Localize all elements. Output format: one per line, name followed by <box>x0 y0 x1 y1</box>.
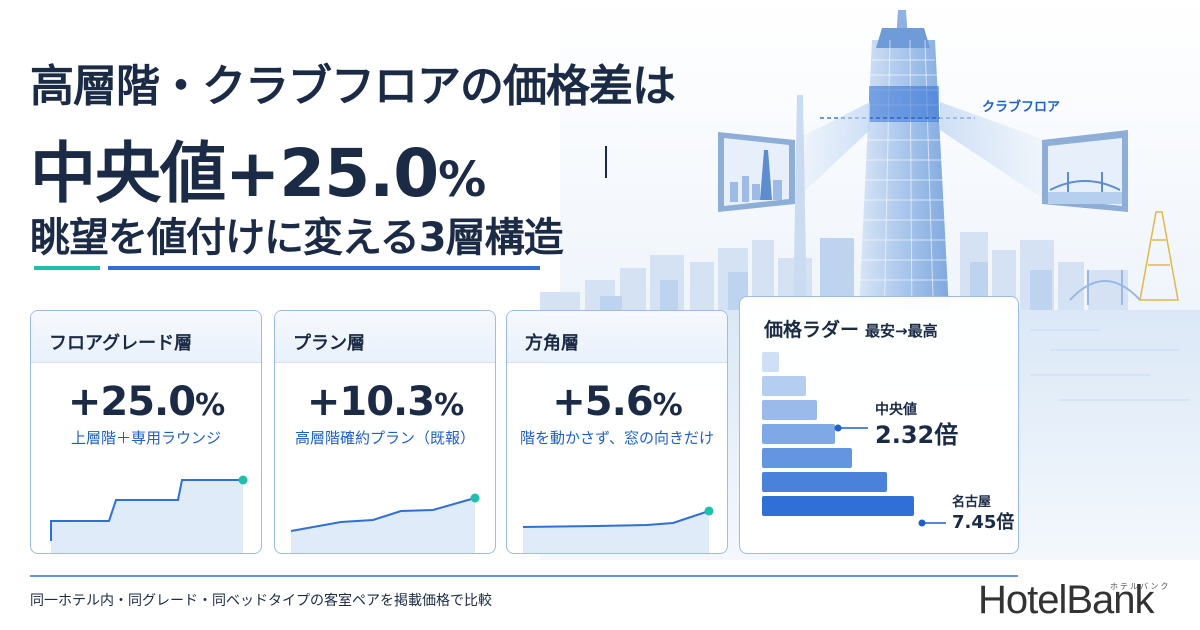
card-description: 高層階確約プラン（既報） <box>294 429 475 447</box>
card-value: +5.6% <box>552 379 682 425</box>
card-title: フロアグレード層 <box>31 311 261 363</box>
hotelbank-logo-kana: ホテルバンク <box>1110 582 1171 591</box>
card-value: +25.0% <box>67 379 225 425</box>
ladder-bar <box>762 496 914 516</box>
sparkline-direction <box>522 506 714 553</box>
headline-percent-sign: % <box>438 152 486 208</box>
window-view-left <box>718 132 795 212</box>
ladder-bar <box>762 352 779 372</box>
hotelbank-logo: HotelBank <box>978 578 1155 622</box>
card-plan: プラン層 +10.3% 高層階確約プラン（既報） <box>274 310 496 554</box>
median-value: 2.32倍 <box>875 421 959 449</box>
card-description: 階を動かさず、窓の向きだけ <box>520 429 714 447</box>
headline-line-2: 中央値+25.0% <box>30 120 486 216</box>
max-value: 7.45倍 <box>952 512 1015 533</box>
ladder-bar <box>762 472 887 492</box>
ladder-bar <box>762 400 817 420</box>
footnote: 同一ホテル内・同グレード・同ベッドタイプの客室ペアを掲載価格で比較 <box>30 593 492 609</box>
headline-line-3: 眺望を値付けに変える3層構造 <box>30 215 564 261</box>
headline-line-1: 高層階・クラブフロアの価格差は <box>30 61 676 112</box>
card-title: プラン層 <box>275 311 495 363</box>
ladder-title: 価格ラダー 最安→最高 <box>764 319 938 341</box>
ladder-subtitle: 最安→最高 <box>865 322 938 340</box>
card-description: 上層階＋専用ラウンジ <box>70 429 221 447</box>
ladder-bar <box>762 448 852 468</box>
price-ladder-panel: 価格ラダー 最安→最高 中央値 2.32倍 名古屋 7.45倍 <box>739 296 1019 554</box>
card-floor-grade: フロアグレード層 +25.0% 上層階＋専用ラウンジ <box>30 310 262 554</box>
ladder-bar <box>762 424 835 444</box>
sparkline-plan <box>290 493 480 553</box>
ladder-pointers <box>834 424 946 527</box>
club-floor-label: クラブフロア <box>982 100 1061 115</box>
sparkline-end-dot <box>470 493 480 503</box>
median-label: 中央値 <box>875 402 917 418</box>
max-label: 名古屋 <box>952 495 992 510</box>
sparkline-end-dot <box>238 475 248 485</box>
ladder-bar <box>762 376 806 396</box>
headline-median-value: 中央値+25.0 <box>30 135 439 212</box>
window-view-right <box>1042 130 1128 212</box>
card-title: 方角層 <box>507 311 727 363</box>
sparkline-end-dot <box>704 506 714 516</box>
card-direction: 方角層 +5.6% 階を動かさず、窓の向きだけ <box>506 310 728 554</box>
sparkline-floor-grade <box>50 475 248 553</box>
card-value: +10.3% <box>306 379 464 425</box>
